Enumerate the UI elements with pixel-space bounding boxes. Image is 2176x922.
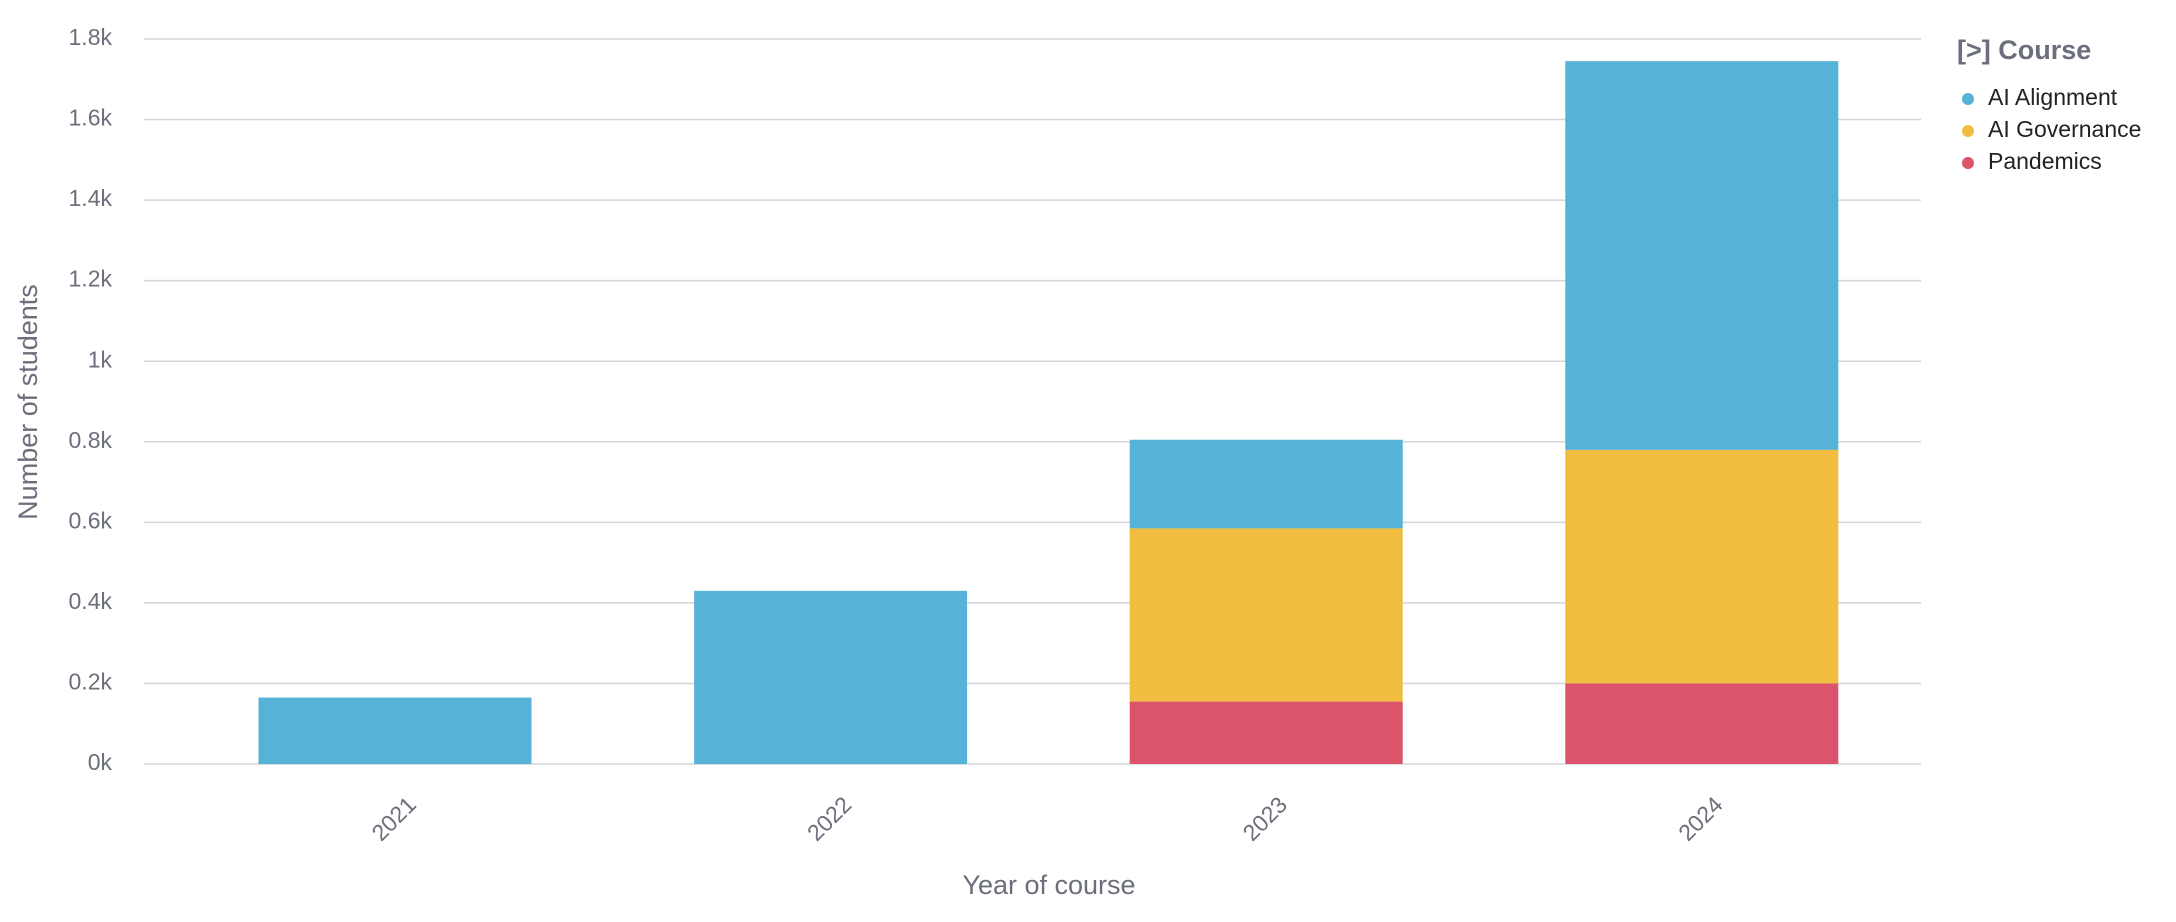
legend-label: AI Governance <box>1988 116 2141 142</box>
y-tick-label: 0.4k <box>69 588 113 614</box>
legend-label: AI Alignment <box>1988 84 2118 110</box>
y-tick-label: 1k <box>88 346 113 372</box>
x-tick-label: 2021 <box>366 791 421 846</box>
legend-label: Pandemics <box>1988 148 2102 174</box>
y-tick-label: 0.2k <box>69 669 113 695</box>
bar-segment <box>694 590 968 764</box>
y-axis-title: Number of students <box>13 284 43 520</box>
bar-segment <box>1129 528 1403 702</box>
x-tick-label: 2022 <box>802 791 857 846</box>
bar-segment <box>1565 449 1839 684</box>
legend-marker <box>1962 93 1974 105</box>
y-tick-label: 0.6k <box>69 507 113 533</box>
x-tick-label: 2024 <box>1673 791 1728 846</box>
bar-segment <box>258 697 532 764</box>
bar-segment <box>1565 61 1839 450</box>
y-tick-label: 1.8k <box>69 24 113 50</box>
bar-segment <box>1129 701 1403 764</box>
y-tick-label: 1.2k <box>69 266 113 292</box>
legend-marker <box>1962 125 1974 137</box>
x-axis-title: Year of course <box>962 870 1135 900</box>
y-tick-label: 0.8k <box>69 427 113 453</box>
x-tick-label: 2023 <box>1238 791 1293 846</box>
y-tick-label: 1.4k <box>69 185 113 211</box>
y-tick-label: 1.6k <box>69 105 113 131</box>
bar-segment <box>1129 439 1403 529</box>
y-tick-label: 0k <box>88 749 113 775</box>
legend-title: [>] Course <box>1957 35 2091 65</box>
legend-marker <box>1962 157 1974 169</box>
bar-segment <box>1565 683 1839 764</box>
